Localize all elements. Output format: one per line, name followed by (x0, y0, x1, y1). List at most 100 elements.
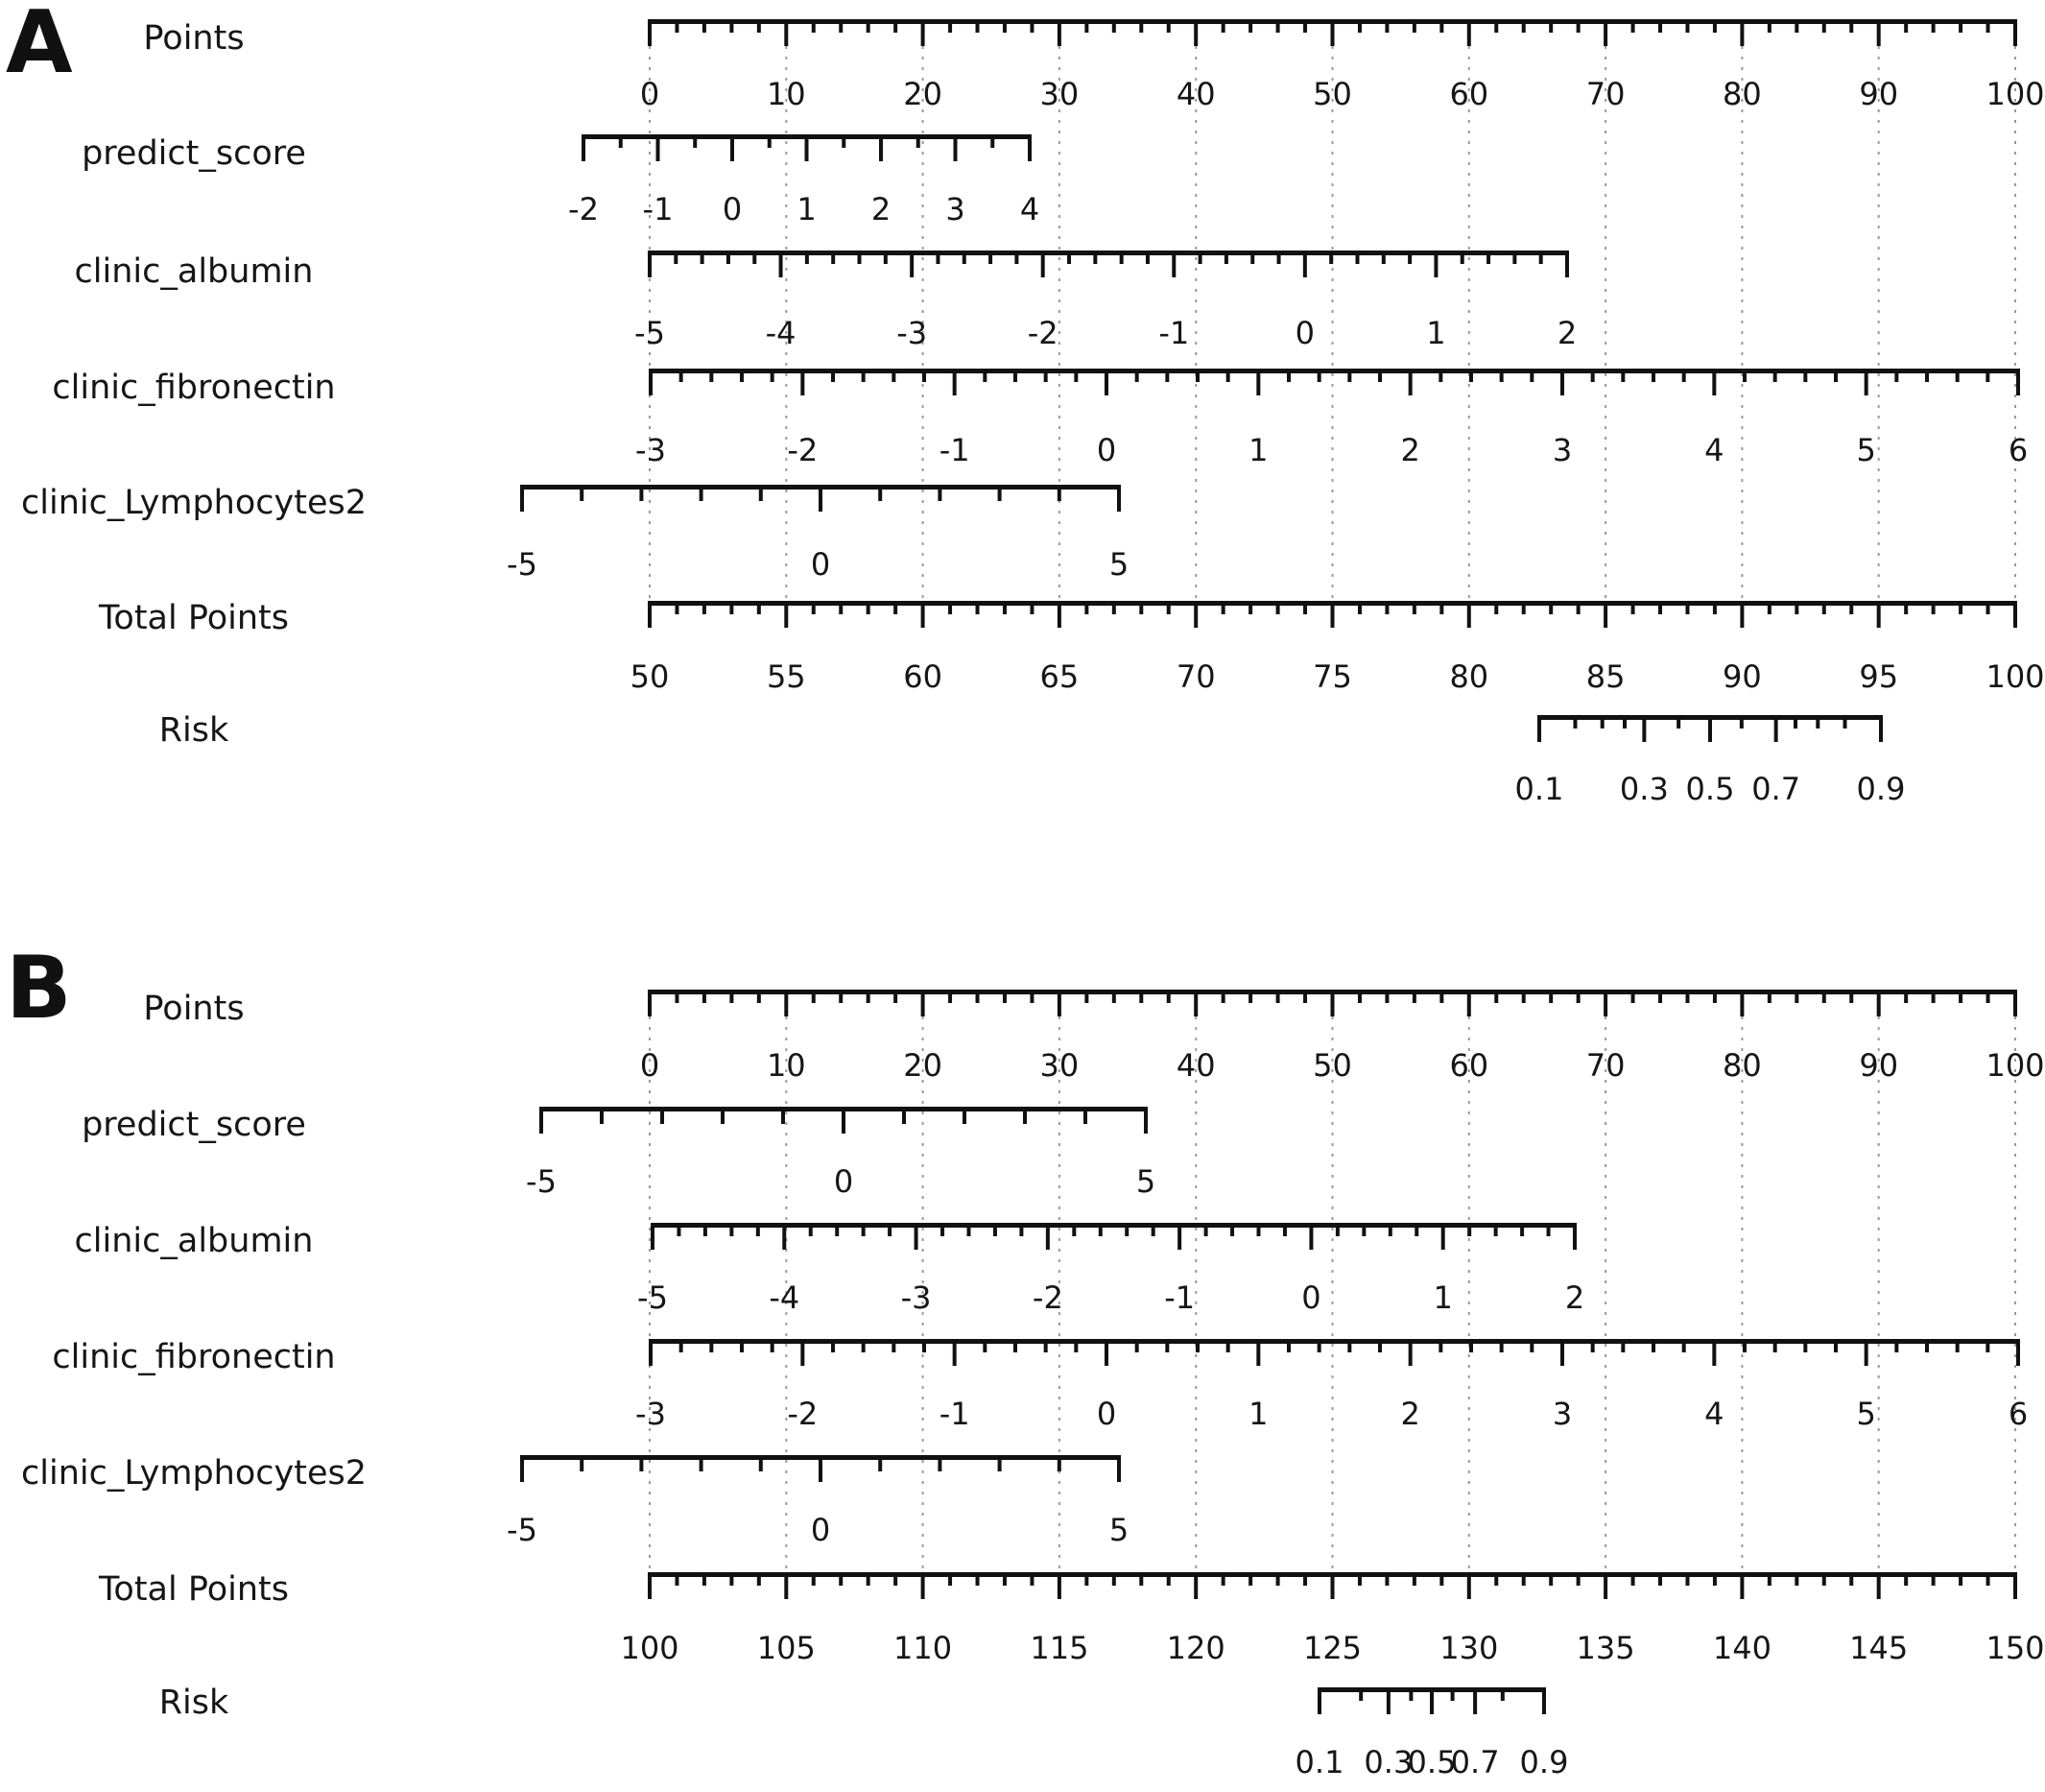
tick-label: 40 (1177, 1047, 1216, 1084)
tick-label: 0.3 (1620, 771, 1669, 807)
tick-label: -5 (507, 546, 537, 583)
tick-label: 0 (640, 1047, 659, 1084)
tick-label: 5 (1856, 1396, 1875, 1432)
tick-label: 70 (1586, 76, 1626, 112)
tick-label: 0 (640, 76, 659, 112)
tick-label: 95 (1859, 658, 1898, 695)
tick-label: 0 (1097, 1396, 1116, 1432)
tick-label: 3 (945, 191, 964, 227)
tick-label: -2 (787, 1396, 818, 1432)
tick-label: 0.1 (1515, 771, 1564, 807)
tick-label: 0.3 (1364, 1744, 1413, 1780)
tick-label: 70 (1177, 658, 1216, 695)
tick-label: 0 (1301, 1279, 1320, 1316)
tick-label: 1 (1426, 315, 1445, 351)
tick-label: 6 (2009, 1396, 2028, 1432)
axis-label-points-a: Points (143, 19, 245, 58)
tick-label: -2 (787, 432, 818, 468)
axis-label-risk-b: Risk (158, 1684, 229, 1722)
axis-label-points-b: Points (143, 990, 245, 1028)
axis-clinic_fibronectin-B: -3 -2 -1 0 1 2 3 4 5 6 (635, 1339, 2028, 1432)
tick-label: 0 (1296, 315, 1315, 351)
tick-label: 65 (1040, 658, 1080, 695)
tick-label: 100 (1986, 1047, 2044, 1084)
tick-label: 0 (723, 191, 742, 227)
axis-label-fibronectin-b: clinic_fibronectin (52, 1338, 336, 1376)
tick-label: 0.5 (1408, 1744, 1457, 1780)
tick-label: 60 (903, 658, 942, 695)
tick-label: 150 (1986, 1630, 2044, 1666)
tick-label: -5 (507, 1512, 537, 1548)
tick-label: -3 (635, 432, 666, 468)
tick-label: 90 (1859, 76, 1898, 112)
tick-label: 50 (630, 658, 670, 695)
tick-label: 90 (1859, 1047, 1898, 1084)
tick-label: 115 (1030, 1630, 1088, 1666)
axis-label-risk-a: Risk (158, 711, 229, 750)
axis-risk-B: 0.1 0.30.50.7 0.9 (1296, 1687, 1568, 1780)
tick-label: 50 (1313, 1047, 1352, 1084)
axis-predict_score-A: -2 -1 0 1 2 3 4 (568, 134, 1039, 227)
tick-label: -4 (769, 1279, 799, 1316)
gridlines-B (649, 1016, 2016, 1575)
tick-label: 100 (1986, 658, 2044, 695)
tick-label: -5 (637, 1279, 668, 1316)
tick-label: 60 (1449, 76, 1488, 112)
tick-label: 4 (1704, 432, 1724, 468)
panel-b-letter: B (6, 938, 72, 1039)
tick-label: -1 (939, 1396, 970, 1432)
axis-label-albumin-b: clinic_albumin (74, 1222, 314, 1260)
axis-clinic_Lymphocytes2-A: -5 0 5 (507, 485, 1129, 583)
tick-label: 110 (893, 1630, 952, 1666)
axis-total_points-B: 100 105 110 115 120 125 130 135 140 145 150 (620, 1572, 2045, 1666)
tick-label: 4 (1020, 191, 1039, 227)
tick-label: 20 (903, 1047, 942, 1084)
tick-label: 85 (1586, 658, 1626, 695)
axis-points-A: 0 10 20 30 40 50 60 70 80 90 100 (640, 19, 2045, 112)
tick-label: 2 (1565, 1279, 1584, 1316)
tick-label: 2 (1400, 432, 1419, 468)
tick-label: -2 (1028, 315, 1058, 351)
axis-label-predict-score-a: predict_score (82, 134, 306, 173)
tick-label: 30 (1040, 76, 1080, 112)
tick-label: 2 (1558, 315, 1577, 351)
tick-label: 20 (903, 76, 942, 112)
tick-label: 70 (1586, 1047, 1626, 1084)
tick-label: 55 (767, 658, 806, 695)
axis-risk-A: 0.1 0.3 0.5 0.7 0.9 (1515, 715, 1906, 807)
tick-label: 120 (1167, 1630, 1225, 1666)
tick-label: 5 (1136, 1163, 1155, 1200)
tick-label: 105 (757, 1630, 816, 1666)
axis-label-lymphocytes-b: clinic_Lymphocytes2 (21, 1454, 367, 1493)
tick-label: 3 (1553, 1396, 1572, 1432)
tick-label: 80 (1723, 1047, 1762, 1084)
tick-label: 80 (1449, 658, 1488, 695)
tick-label: 4 (1704, 1396, 1724, 1432)
tick-label: -3 (901, 1279, 932, 1316)
tick-label: 60 (1449, 1047, 1488, 1084)
tick-label: -1 (643, 191, 674, 227)
axis-clinic_Lymphocytes2-B: -5 0 5 (507, 1455, 1129, 1548)
axis-clinic_albumin-A: -5 -4 -3 -2 -1 0 1 2 (634, 251, 1577, 351)
panel-a-letter: A (6, 0, 73, 93)
tick-label: 0.7 (1751, 771, 1800, 807)
tick-label: 0.7 (1451, 1744, 1500, 1780)
tick-label: -3 (896, 315, 927, 351)
tick-label: 125 (1303, 1630, 1362, 1666)
axis-label-total-points-a: Total Points (98, 599, 289, 637)
axis-clinic_fibronectin-A: -3 -2 -1 0 1 2 3 4 5 6 (635, 369, 2028, 468)
tick-label: 6 (2009, 432, 2028, 468)
tick-label: 2 (871, 191, 891, 227)
tick-label: 0.9 (1857, 771, 1906, 807)
tick-label: -1 (1158, 315, 1189, 351)
tick-label: 0 (834, 1163, 853, 1200)
axis-label-total-points-b: Total Points (98, 1570, 289, 1609)
tick-label: -2 (568, 191, 599, 227)
axis-label-albumin-a: clinic_albumin (74, 252, 314, 291)
tick-label: -3 (635, 1396, 666, 1432)
tick-label: 130 (1439, 1630, 1498, 1666)
tick-label: -1 (939, 432, 970, 468)
tick-label: 1 (1434, 1279, 1453, 1316)
